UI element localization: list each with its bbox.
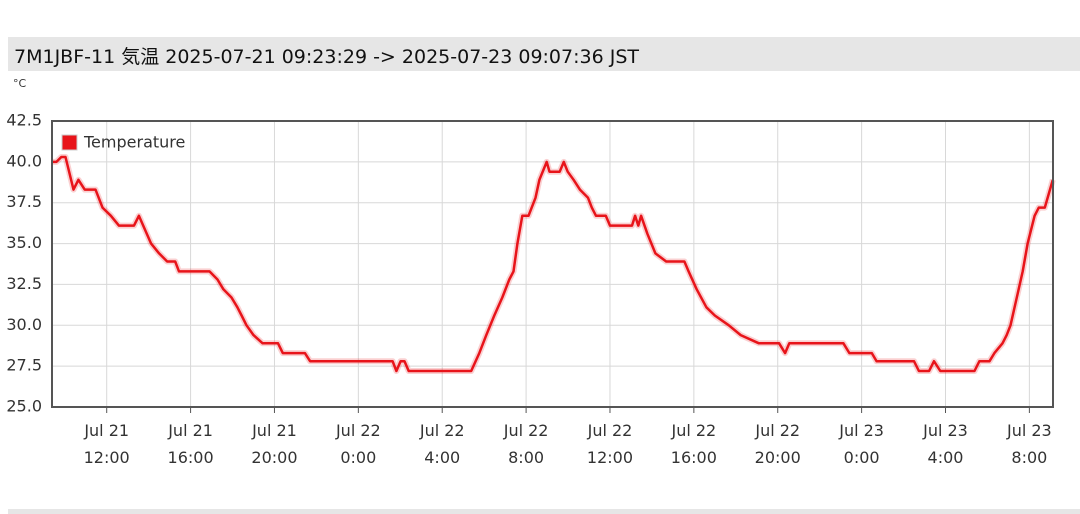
line-shadow (51, 154, 1056, 374)
x-tick-label: Jul 21 20:00 (251, 421, 298, 467)
y-tick-label: 37.5 (6, 192, 42, 211)
x-tick-label: Jul 22 16:00 (670, 421, 717, 467)
y-tick-label: 35.0 (6, 233, 42, 252)
data-line (51, 155, 1055, 373)
x-tick-label: Jul 21 16:00 (167, 421, 214, 467)
x-tick-label: Jul 22 4:00 (419, 421, 465, 467)
x-tick-label: Jul 21 12:00 (83, 421, 130, 467)
y-tick-label: 30.0 (6, 315, 42, 334)
x-tick-label: Jul 23 4:00 (923, 421, 968, 467)
bottom-bar (8, 509, 1080, 514)
x-tick-label: Jul 22 8:00 (503, 421, 549, 467)
plot-frame (51, 120, 1054, 408)
legend-label: Temperature (83, 133, 185, 152)
y-tick-label: 27.5 (6, 356, 42, 375)
y-tick-label: 25.0 (6, 397, 42, 416)
y-tick-label: 32.5 (6, 274, 42, 293)
chart-title: 7M1JBF-11 気温 2025-07-21 09:23:29 -> 2025… (14, 46, 639, 68)
title-bar: 7M1JBF-11 気温 2025-07-21 09:23:29 -> 2025… (8, 37, 1080, 71)
x-tick-label: Jul 22 20:00 (754, 421, 801, 467)
legend-swatch (61, 134, 78, 151)
x-tick-label: Jul 22 12:00 (586, 421, 634, 467)
x-tick-label: Jul 22 0:00 (335, 421, 381, 467)
y-tick-label: 42.5 (6, 111, 42, 130)
x-tick-label: Jul 23 8:00 (1006, 421, 1052, 467)
y-tick-label: 40.0 (6, 151, 42, 170)
y-axis-unit: °C (13, 77, 27, 90)
x-tick-label: Jul 23 0:00 (839, 421, 884, 467)
